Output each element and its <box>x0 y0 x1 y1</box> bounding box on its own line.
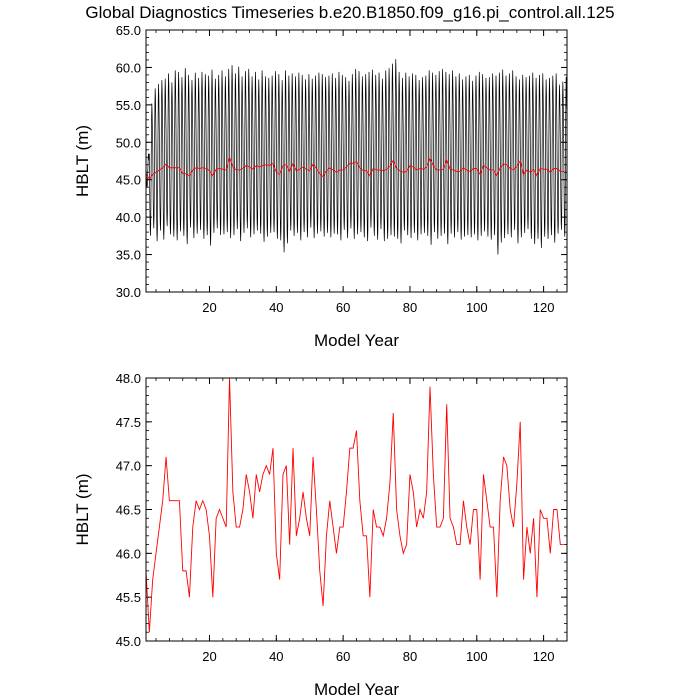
x-tick-label: 120 <box>533 649 555 664</box>
x-tick-label: 120 <box>533 300 555 315</box>
figure-title: Global Diagnostics Timeseries b.e20.B185… <box>85 3 614 22</box>
y-tick-label: 45.0 <box>116 634 141 649</box>
y-tick-label: 46.0 <box>116 546 141 561</box>
y-tick-label: 47.0 <box>116 459 141 474</box>
x-axis-label: Model Year <box>314 331 399 350</box>
top-panel: 20 40 60 80 100 120 30.0 35.0 40.0 45.0 50.0 55.0 60… <box>73 23 568 350</box>
x-tick-label: 80 <box>403 300 417 315</box>
monthly-series-line <box>145 59 568 255</box>
plot-frame <box>145 29 568 293</box>
y-tick-label: 35.0 <box>116 248 141 263</box>
x-tick-label: 60 <box>336 300 350 315</box>
y-tick-label: 48.0 <box>116 371 141 386</box>
x-tick-label: 40 <box>269 300 283 315</box>
x-tick-label: 60 <box>336 649 350 664</box>
x-tick-label: 20 <box>202 649 216 664</box>
y-tick-label: 47.5 <box>116 415 141 430</box>
annual-mean-series-line <box>145 155 564 180</box>
y-tick-label: 65.0 <box>116 23 141 38</box>
y-tick-label: 45.5 <box>116 590 141 605</box>
y-tick-label: 45.0 <box>116 173 141 188</box>
plot-frame <box>145 377 568 642</box>
y-axis-label: HBLT (m) <box>73 125 92 197</box>
bottom-panel: 20 40 60 80 100 120 45.0 45.5 46.0 46.5 47.0 47.5 48… <box>73 371 568 699</box>
x-tick-label: 100 <box>466 300 488 315</box>
y-tick-label: 40.0 <box>116 210 141 225</box>
y-tick-label: 50.0 <box>116 135 141 150</box>
y-tick-label: 30.0 <box>116 285 141 300</box>
y-tick-label: 46.5 <box>116 503 141 518</box>
x-axis-label: Model Year <box>314 680 399 699</box>
y-axis-label: HBLT (m) <box>73 473 92 545</box>
x-tick-label: 80 <box>403 649 417 664</box>
x-tick-label: 40 <box>269 649 283 664</box>
annual-mean-series-line <box>145 377 564 633</box>
x-tick-label: 20 <box>202 300 216 315</box>
y-tick-label: 55.0 <box>116 98 141 113</box>
x-tick-label: 100 <box>466 649 488 664</box>
y-tick-label: 60.0 <box>116 60 141 75</box>
